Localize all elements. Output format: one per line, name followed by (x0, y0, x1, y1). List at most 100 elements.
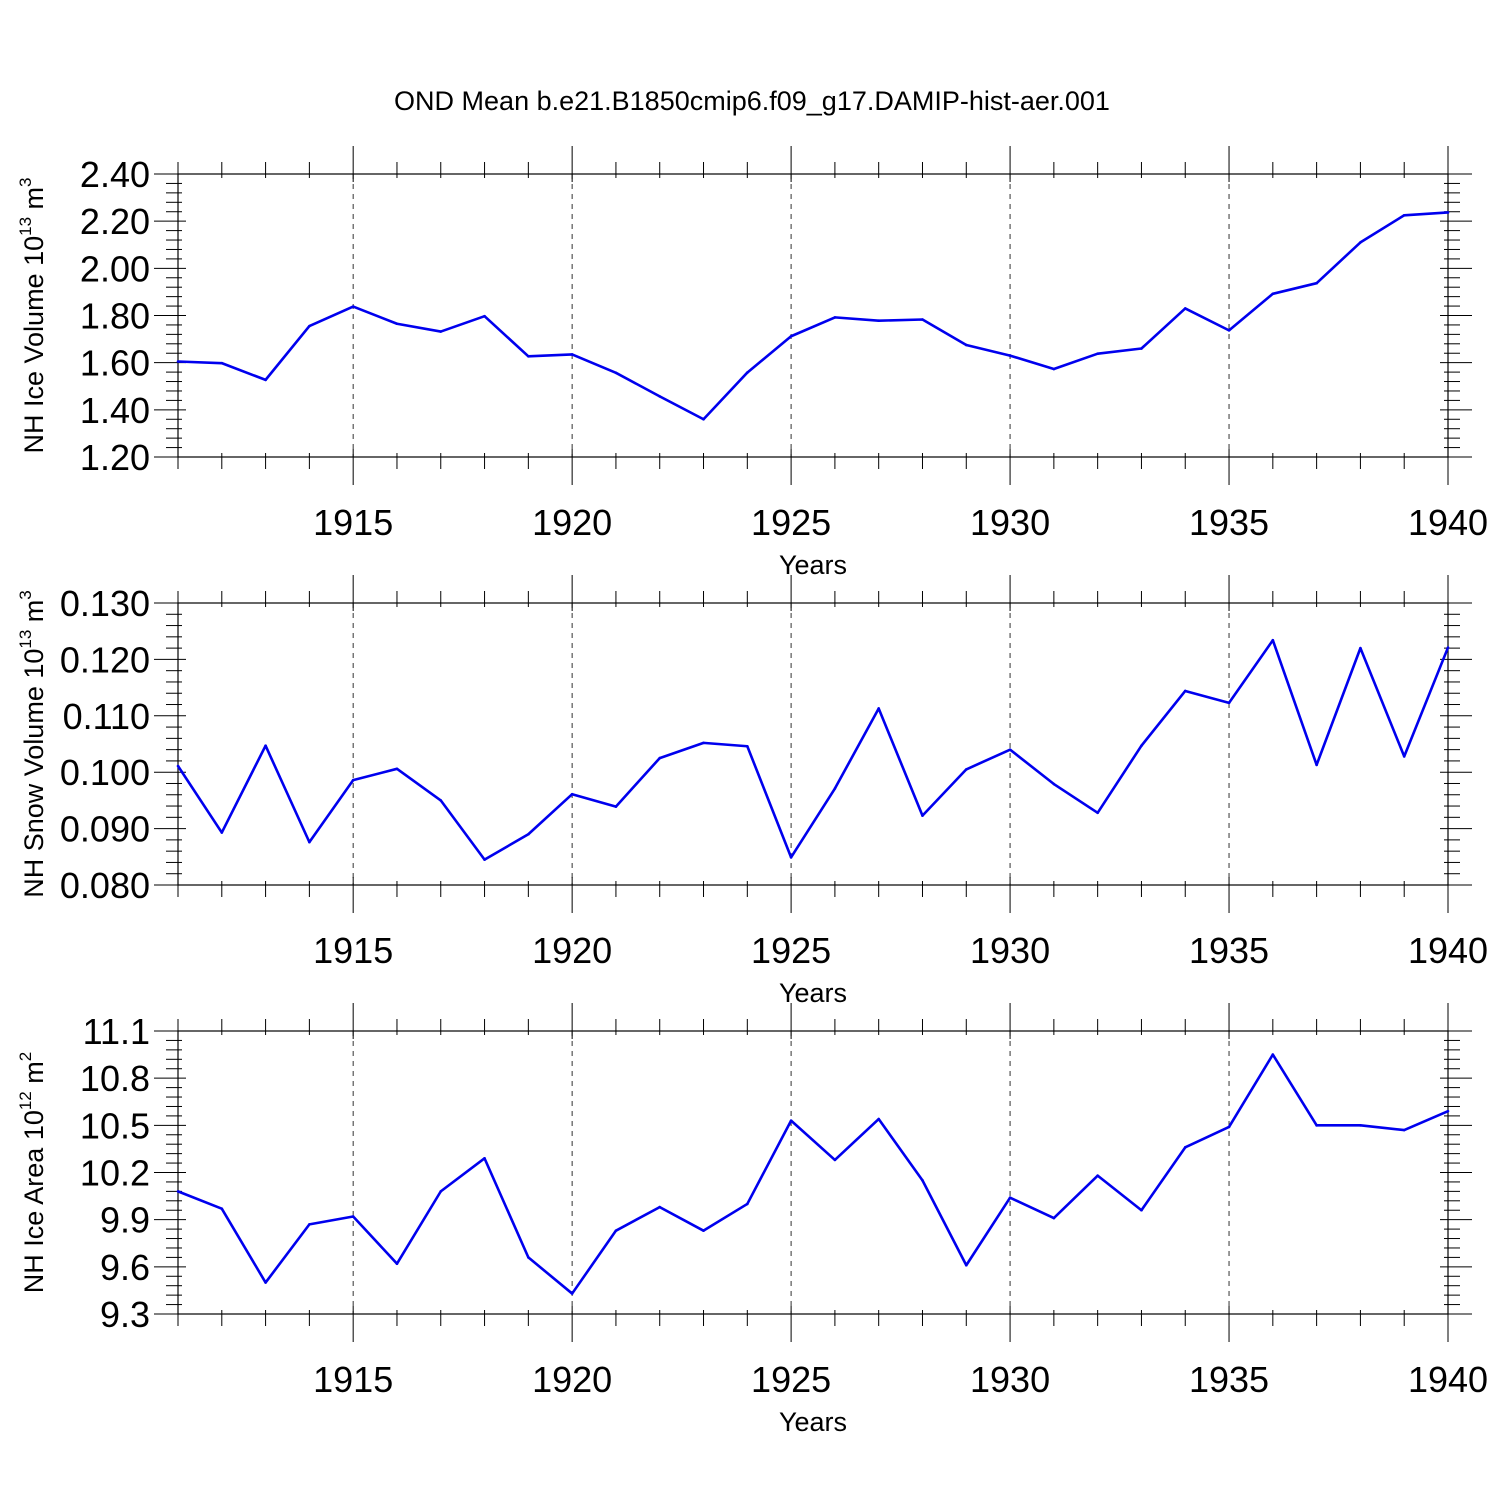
data-point (789, 334, 793, 338)
data-point (308, 1223, 311, 1226)
data-point (1315, 763, 1318, 767)
data-point (264, 744, 267, 747)
y-axis-title: NH Ice Volume 1013 m3 (16, 178, 49, 454)
x-tick-label: 1930 (970, 1359, 1050, 1400)
data-point (570, 1292, 574, 1295)
data-point (921, 318, 924, 321)
data-point (658, 756, 662, 760)
y-tick-label: 11.1 (83, 1011, 150, 1052)
data-point (527, 832, 530, 836)
y-tick-label: 10.2 (80, 1153, 150, 1194)
data-point (877, 707, 880, 710)
data-point (527, 354, 530, 358)
data-point (439, 799, 443, 802)
data-point (220, 1207, 224, 1210)
x-tick-label: 1920 (532, 502, 612, 543)
y-tick-label: 2.40 (80, 154, 150, 195)
chart-panel-3: 1915 1920 1925 1930 1935 1940 9.3 9.6 9.9 10.2 10.… (16, 1003, 1488, 1437)
data-point (1052, 1216, 1056, 1220)
data-point (176, 360, 180, 363)
data-point (614, 805, 618, 808)
data-point (833, 316, 837, 319)
y-title-unit: m (19, 187, 49, 217)
data-point (964, 1263, 968, 1267)
series-line (177, 211, 1449, 421)
plot-frame (177, 602, 1449, 886)
y-title-exponent: 13 (16, 630, 35, 649)
data-point (1227, 1125, 1231, 1129)
y-title-base: NH Ice Volume 10 (19, 236, 49, 454)
y-tick-label: 10.5 (80, 1105, 150, 1146)
data-point (921, 814, 924, 817)
data-point (1227, 329, 1231, 332)
data-point (395, 322, 399, 326)
y-tick-label: 10.8 (80, 1058, 150, 1099)
data-point (264, 1281, 267, 1284)
data-point (1402, 1128, 1406, 1132)
data-point (1096, 811, 1099, 815)
data-point (921, 1179, 924, 1182)
x-axis-title: Years (779, 550, 847, 580)
x-tick-label: 1940 (1408, 1359, 1488, 1400)
data-point (1446, 646, 1450, 649)
data-point (570, 792, 574, 796)
figure-title: OND Mean b.e21.B1850cmip6.f09_g17.DAMIP-… (394, 86, 1110, 116)
data-point (220, 831, 224, 834)
data-point (1140, 744, 1143, 747)
x-tick-label: 1935 (1189, 502, 1269, 543)
data-point (351, 305, 355, 308)
x-tick-label: 1915 (313, 502, 393, 543)
data-point (877, 319, 880, 322)
data-point (1183, 689, 1187, 693)
data-point (702, 1229, 705, 1232)
data-point (483, 314, 486, 318)
y-title-unit-exponent: 3 (16, 590, 35, 599)
x-tick-label: 1930 (970, 930, 1050, 971)
data-point (1359, 241, 1362, 244)
data-point (1271, 292, 1275, 296)
x-tick-label: 1925 (751, 1359, 831, 1400)
data-point (702, 417, 705, 421)
y-tick-label: 9.3 (100, 1294, 150, 1335)
data-point (746, 371, 749, 374)
y-title-unit-exponent: 2 (16, 1052, 35, 1061)
y-axis-title: NH Ice Area 1012 m2 (16, 1052, 49, 1293)
x-tick-label: 1940 (1408, 930, 1488, 971)
plot-frame (177, 1030, 1449, 1315)
data-point (1402, 755, 1406, 758)
data-point (1227, 701, 1231, 705)
x-tick-label: 1930 (970, 502, 1050, 543)
data-point (395, 1262, 399, 1265)
data-point (1096, 352, 1099, 356)
data-point (1183, 1146, 1187, 1149)
y-tick-label: 1.80 (80, 296, 150, 337)
data-point (1315, 281, 1318, 285)
y-title-unit: m (19, 1061, 49, 1091)
data-point (351, 1215, 355, 1218)
panels: 1915 1920 1925 1930 1935 1940 1.20 1.40 1.60 1.80… (16, 146, 1488, 1437)
data-point (789, 1119, 793, 1122)
data-point (789, 856, 793, 859)
x-tick-label: 1915 (313, 930, 393, 971)
data-point (483, 1157, 486, 1160)
y-tick-label: 0.120 (60, 639, 150, 680)
x-tick-label: 1920 (532, 930, 612, 971)
data-point (746, 1202, 749, 1206)
data-point (702, 741, 705, 745)
y-axis-title: NH Snow Volume 1013 m3 (16, 590, 49, 898)
y-title-base: NH Snow Volume 10 (19, 649, 49, 898)
y-tick-label: 9.6 (100, 1247, 150, 1288)
data-point (1052, 782, 1056, 786)
y-tick-label: 2.00 (80, 248, 150, 289)
y-title-unit-exponent: 3 (16, 178, 35, 187)
data-point (1359, 646, 1362, 650)
data-point (1052, 367, 1056, 371)
data-point (264, 378, 267, 382)
y-tick-label: 0.110 (63, 696, 150, 737)
data-point (1446, 1109, 1450, 1113)
data-point (1140, 1208, 1143, 1212)
data-point (483, 858, 486, 861)
data-point (833, 787, 837, 790)
x-tick-label: 1935 (1189, 1359, 1269, 1400)
data-point (351, 778, 355, 782)
